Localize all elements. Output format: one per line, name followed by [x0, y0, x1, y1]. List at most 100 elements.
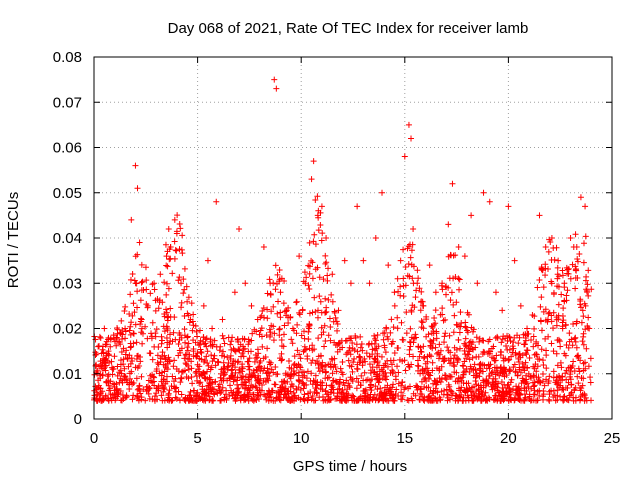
roti-point-cloud [460, 369, 467, 376]
roti-point-cloud [237, 397, 244, 404]
roti-point-cloud [238, 353, 245, 360]
roti-point [289, 325, 296, 332]
roti-point-cloud [429, 359, 436, 366]
roti-point-cloud [413, 287, 420, 294]
roti-point-cloud [318, 237, 325, 244]
roti-point-cloud [322, 309, 329, 316]
roti-point-cloud [150, 373, 157, 380]
roti-point-cloud [395, 380, 402, 387]
roti-point-cloud [318, 324, 325, 331]
roti-point-cloud [158, 340, 165, 347]
roti-point-cloud [385, 388, 392, 395]
roti-point-cloud [248, 348, 254, 355]
roti-point [341, 257, 348, 264]
roti-point-cloud [360, 377, 367, 384]
roti-point-cloud [349, 377, 356, 384]
roti-point-cloud [245, 341, 252, 348]
roti-point-cloud [234, 359, 241, 366]
roti-point-cloud [388, 340, 395, 347]
roti-point-cloud [339, 386, 346, 393]
roti-point [354, 203, 361, 210]
roti-point-cloud [143, 286, 150, 293]
roti-point-cloud [103, 338, 110, 345]
roti-point-cloud [352, 333, 359, 340]
roti-point-cloud [456, 286, 463, 293]
roti-point-cloud [278, 378, 285, 385]
roti-point-cloud [251, 358, 258, 365]
roti-point-cloud [322, 252, 329, 259]
roti-point-cloud [109, 371, 116, 378]
roti-point-cloud [507, 396, 514, 403]
roti-point-cloud [224, 364, 231, 371]
roti-point-cloud [138, 394, 145, 401]
roti-point-cloud [412, 331, 419, 338]
y-tick-label: 0 [74, 411, 82, 428]
roti-point-cloud [187, 316, 194, 323]
roti-point-cloud [126, 311, 133, 318]
roti-point-cloud [170, 329, 177, 336]
roti-point-cloud [514, 395, 521, 402]
roti-point-cloud [306, 270, 313, 277]
roti-point-cloud [582, 365, 589, 372]
roti-point-cloud [448, 289, 455, 296]
roti-point-cloud [181, 265, 188, 272]
roti-point-cloud [550, 309, 557, 316]
roti-point-cloud [578, 319, 585, 326]
roti-point-cloud [583, 345, 590, 352]
roti-point-cloud [489, 368, 496, 375]
roti-point-cloud [278, 350, 285, 357]
roti-point [113, 334, 120, 341]
roti-point-cloud [285, 304, 292, 311]
roti-point-cloud [177, 225, 184, 232]
roti-point-cloud [332, 363, 339, 370]
roti-point-cloud [452, 397, 459, 404]
roti-point-cloud [376, 372, 383, 379]
roti-point-cloud [550, 325, 557, 332]
roti-point-cloud [447, 297, 454, 304]
roti-point-cloud [390, 381, 397, 388]
roti-point-cloud [473, 370, 480, 377]
roti-point-cloud [305, 282, 312, 289]
roti-point-cloud [524, 347, 531, 354]
roti-point-cloud [328, 291, 335, 298]
roti-point-cloud [108, 358, 115, 365]
roti-point-cloud [551, 392, 558, 399]
roti-point-cloud [548, 387, 555, 394]
roti-point-cloud [400, 293, 407, 300]
roti-point-cloud [236, 366, 243, 373]
roti-point-cloud [331, 309, 338, 316]
roti-point-cloud [572, 397, 579, 404]
roti-point [582, 203, 589, 210]
roti-point-cloud [448, 388, 455, 395]
roti-point [128, 216, 135, 223]
roti-point-cloud [560, 397, 567, 404]
roti-point-cloud [139, 330, 146, 337]
roti-point-cloud [323, 309, 330, 316]
roti-point-cloud [227, 341, 234, 348]
roti-point-cloud [433, 365, 440, 372]
roti-point-cloud [558, 364, 565, 371]
roti-point-cloud [469, 354, 476, 361]
roti-point-cloud [530, 333, 537, 340]
roti-point-cloud [326, 315, 333, 322]
roti-point-cloud [213, 343, 220, 350]
roti-point-cloud [127, 344, 134, 351]
roti-point-cloud [566, 330, 573, 337]
roti-point-cloud [482, 382, 489, 389]
roti-point-cloud [584, 281, 591, 288]
roti-point-cloud [264, 369, 271, 376]
roti-point-cloud [254, 367, 261, 374]
roti-point-cloud [232, 348, 239, 355]
roti-point-cloud [412, 334, 419, 341]
roti-point-cloud [278, 357, 285, 364]
roti-point-cloud [522, 359, 529, 366]
roti-point-cloud [394, 363, 401, 370]
roti-point-cloud [116, 379, 123, 386]
roti-point-cloud [382, 391, 389, 398]
roti-point-cloud [439, 355, 446, 362]
roti-point-cloud [119, 336, 126, 343]
roti-point [486, 198, 493, 205]
roti-point-cloud [325, 332, 332, 339]
roti-point-cloud [288, 381, 295, 388]
roti-point-cloud [574, 255, 581, 262]
